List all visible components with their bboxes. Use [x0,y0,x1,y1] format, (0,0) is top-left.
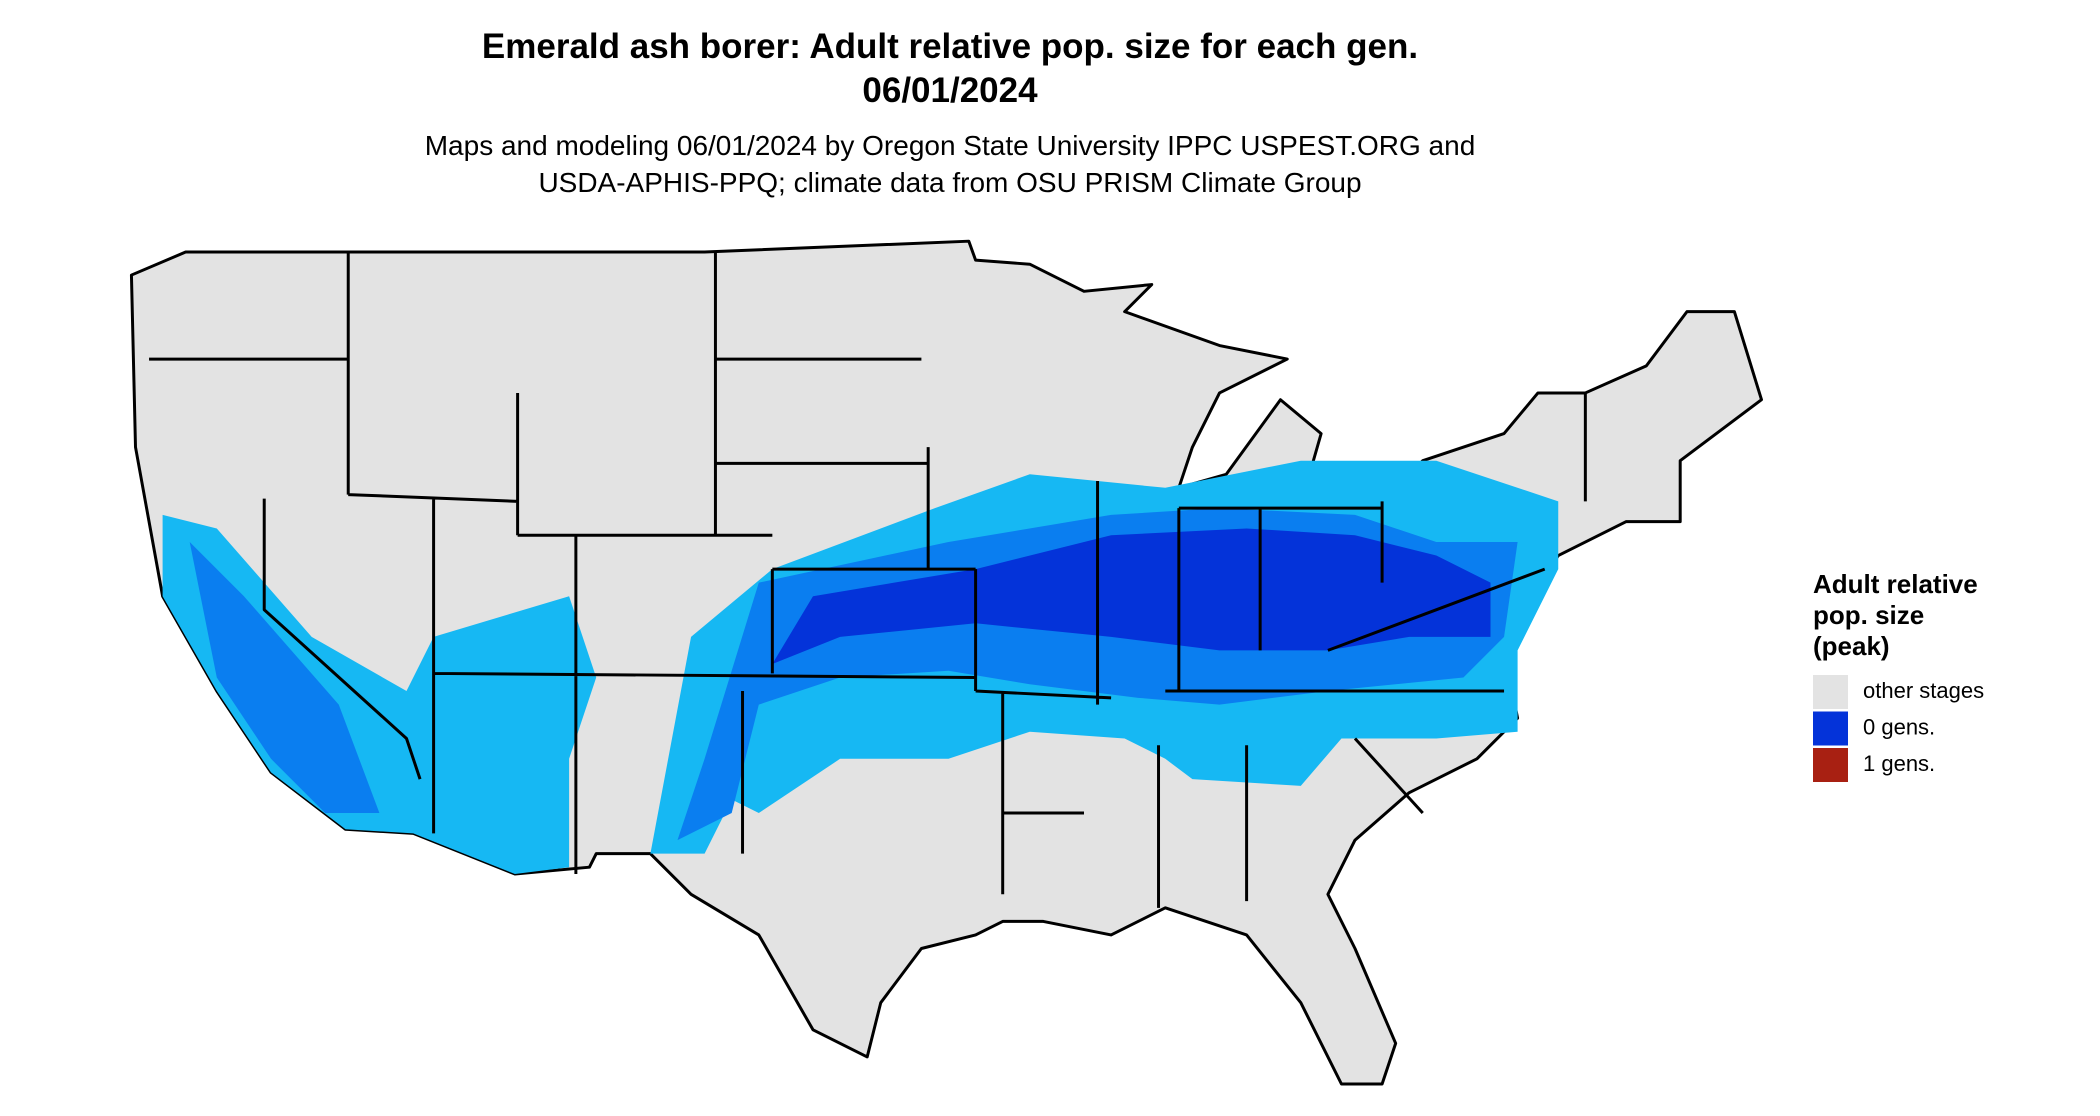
subtitle: USDA-APHIS-PPQ; climate data from OSU PR… [538,167,1361,198]
title-date: 06/01/2024 [862,71,1038,110]
blue-region-west [189,542,380,813]
legend: other stages 0 gens. 1 gens. [1813,675,1984,782]
state-lines [149,252,1587,908]
dark-blue-region [772,528,1491,664]
subtitle: Maps and modeling 06/01/2024 by Oregon S… [425,130,1476,161]
legend-title: pop. size [1813,600,1924,630]
legend-title: Adult relative [1813,569,1978,599]
map [129,239,1763,1086]
legend-swatch [1813,711,1848,746]
legend-swatch [1813,748,1848,782]
legend-label: 1 gens. [1863,751,1935,776]
title: Emerald ash borer: Adult relative pop. s… [482,27,1418,66]
legend-label: 0 gens. [1863,714,1935,739]
legend-swatch [1813,675,1848,709]
light-blue-region-west [162,514,597,874]
legend-title: (peak) [1813,631,1890,661]
legend-label: other stages [1863,678,1984,703]
